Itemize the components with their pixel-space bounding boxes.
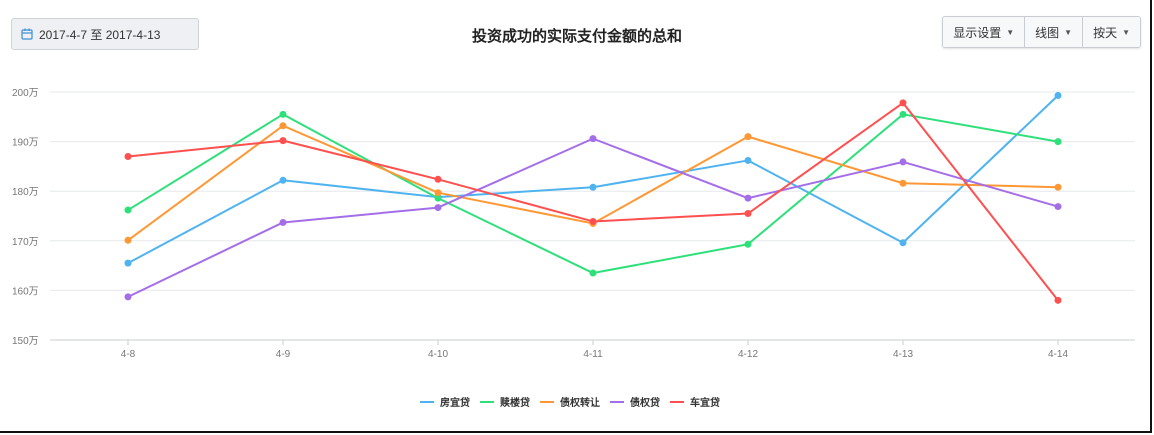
data-point — [434, 194, 442, 202]
data-point — [1054, 91, 1062, 99]
data-point — [124, 236, 132, 244]
chevron-down-icon: ▼ — [1122, 27, 1130, 37]
data-point — [899, 239, 907, 247]
data-point — [434, 189, 442, 197]
data-point — [744, 194, 752, 202]
data-point — [279, 122, 287, 130]
chart-type-label: 线图 — [1035, 25, 1060, 40]
data-point — [589, 135, 597, 143]
x-tick-label: 4-13 — [893, 349, 913, 360]
data-point — [899, 110, 907, 118]
legend-label: 赎楼贷 — [500, 396, 530, 409]
data-point — [1054, 203, 1062, 211]
x-tick-label: 4-9 — [276, 349, 291, 360]
legend-label: 车宜贷 — [690, 396, 720, 409]
series-line — [127, 94, 1059, 265]
date-range-button[interactable]: 2017-4-7 至 2017-4-13 — [11, 18, 199, 50]
x-tick-label: 4-10 — [428, 349, 448, 360]
data-point — [124, 152, 132, 160]
data-point — [124, 206, 132, 214]
data-point — [899, 158, 907, 166]
y-tick-label: 150万 — [12, 336, 39, 347]
x-tick-label: 4-8 — [121, 349, 136, 360]
legend-label: 债权转让 — [560, 396, 600, 409]
y-tick-label: 160万 — [12, 286, 39, 297]
data-point — [279, 218, 287, 226]
y-tick-label: 170万 — [12, 237, 39, 248]
data-point — [1054, 183, 1062, 191]
data-point — [1054, 296, 1062, 304]
data-point — [744, 240, 752, 248]
display-settings-dropdown[interactable]: 显示设置 ▼ — [943, 17, 1025, 47]
data-point — [279, 110, 287, 118]
date-range-label: 2017-4-7 至 2017-4-13 — [39, 27, 161, 42]
chevron-down-icon: ▼ — [1006, 27, 1015, 37]
chart-type-dropdown[interactable]: 线图 ▼ — [1024, 17, 1083, 47]
y-tick-label: 200万 — [12, 88, 39, 99]
data-point — [124, 293, 132, 301]
x-tick-label: 4-11 — [583, 349, 603, 360]
data-point — [434, 204, 442, 212]
legend-label: 房宜贷 — [440, 396, 470, 409]
y-tick-label: 180万 — [12, 187, 39, 198]
display-settings-label: 显示设置 — [953, 25, 1002, 40]
data-point — [1054, 138, 1062, 146]
data-point — [899, 99, 907, 107]
data-point — [899, 179, 907, 187]
data-point — [744, 210, 752, 218]
x-tick-label: 4-14 — [1048, 349, 1068, 360]
data-point — [589, 183, 597, 191]
data-point — [279, 137, 287, 145]
granularity-dropdown[interactable]: 按天 ▼ — [1082, 17, 1140, 47]
data-point — [744, 156, 752, 164]
legend-label: 债权贷 — [630, 396, 660, 409]
data-point — [279, 176, 287, 184]
data-point — [589, 269, 597, 277]
chart-options-group: 显示设置 ▼ 线图 ▼ 按天 ▼ — [942, 16, 1141, 48]
data-point — [744, 133, 752, 141]
y-tick-label: 190万 — [12, 138, 39, 149]
data-point — [124, 259, 132, 267]
calendar-icon — [21, 28, 33, 40]
data-point — [434, 175, 442, 183]
granularity-label: 按天 — [1093, 25, 1118, 40]
chevron-down-icon: ▼ — [1064, 27, 1073, 37]
data-point — [589, 217, 597, 225]
x-tick-label: 4-12 — [738, 349, 758, 360]
